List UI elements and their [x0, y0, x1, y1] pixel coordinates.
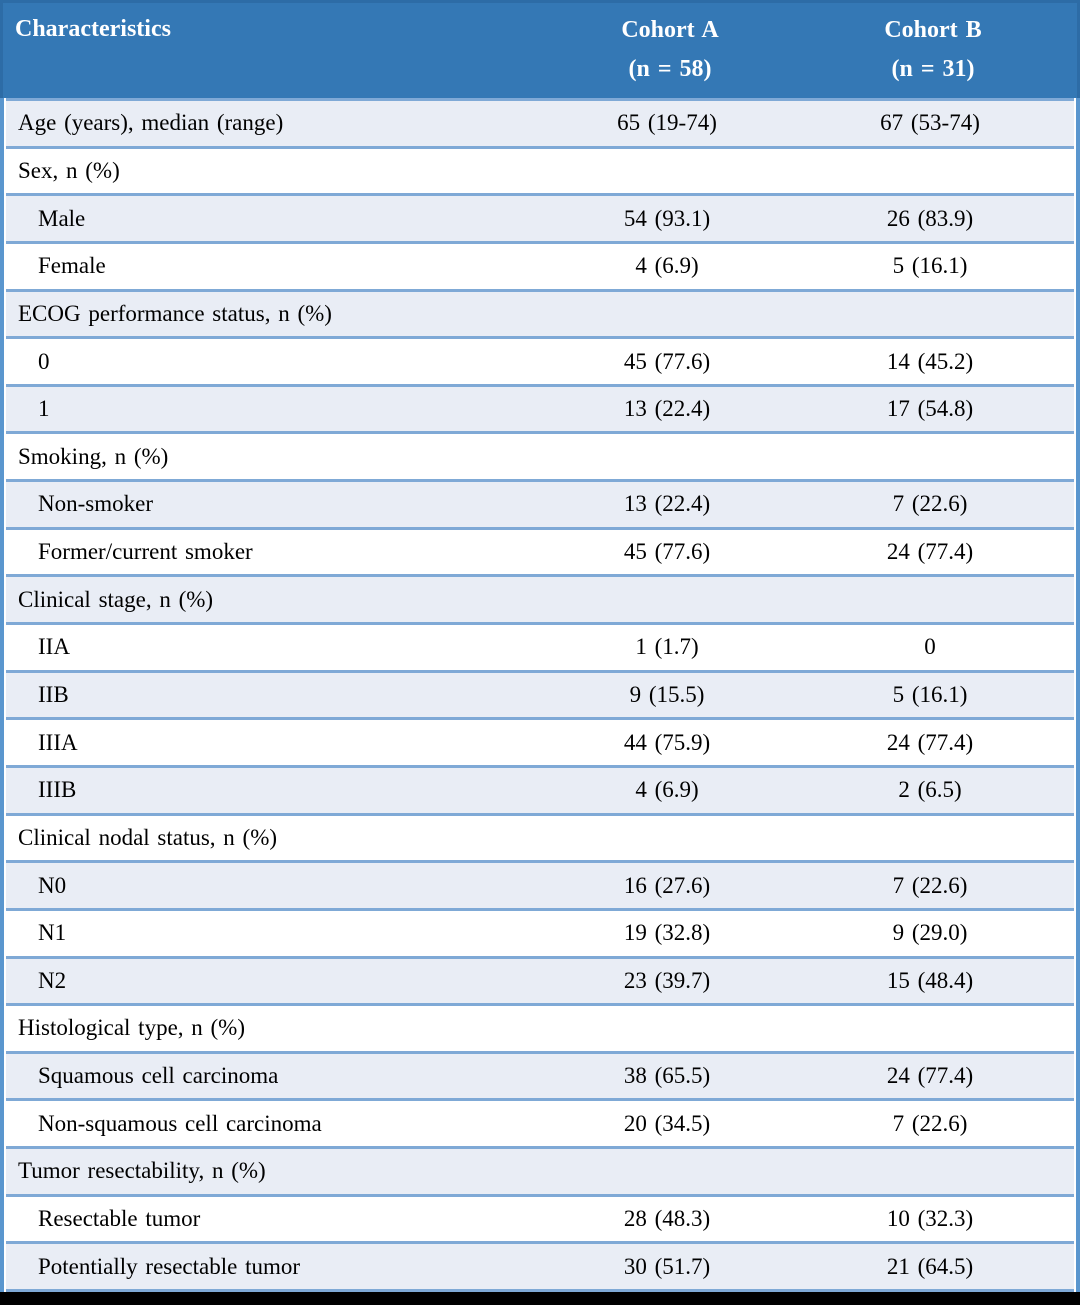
cohort-b-value: 17 (54.8) — [886, 396, 974, 422]
row-label: Non-squamous cell carcinoma — [38, 1110, 322, 1136]
row-label: N0 — [38, 872, 67, 898]
row-label: Resectable tumor — [38, 1206, 201, 1232]
row-label: Male — [38, 205, 86, 231]
row-label: N2 — [38, 967, 67, 993]
cohort-b-value: 2 (6.5) — [898, 777, 962, 803]
row-label: Smoking, n (%) — [18, 443, 169, 469]
row-label: Female — [38, 253, 106, 279]
table-row: Former/current smoker 45 (77.6) 24 (77.4… — [6, 529, 1074, 578]
row-label: Clinical nodal status, n (%) — [18, 824, 278, 850]
row-label: IIIB — [38, 777, 77, 803]
row-label: IIA — [38, 634, 70, 660]
table-row: Female 4 (6.9) 5 (16.1) — [6, 243, 1074, 292]
column-header-characteristics: Characteristics — [15, 16, 171, 42]
table-row: Smoking, n (%) — [6, 434, 1074, 483]
row-label: IIB — [38, 682, 69, 707]
row-label: 1 — [38, 396, 50, 422]
row-label: Non-smoker — [38, 491, 153, 517]
row-label: N1 — [38, 920, 67, 946]
cohort-a-value: 9 (15.5) — [629, 682, 705, 707]
table-row: Squamous cell carcinoma 38 (65.5) 24 (77… — [6, 1053, 1074, 1102]
table-row: IIIA 44 (75.9) 24 (77.4) — [6, 720, 1074, 768]
cohort-a-value: 28 (48.3) — [623, 1206, 711, 1232]
cohort-a-value: 19 (32.8) — [623, 920, 711, 946]
table-row: Potentially resectable tumor 30 (51.7) 2… — [6, 1244, 1074, 1293]
row-label: Squamous cell carcinoma — [38, 1063, 279, 1089]
cohort-a-value: 45 (77.6) — [623, 348, 711, 374]
table-row: Resectable tumor 28 (48.3) 10 (32.3) — [6, 1196, 1074, 1245]
cohort-a-value: 20 (34.5) — [623, 1110, 711, 1136]
table-row: Tumor resectability, n (%) — [6, 1149, 1074, 1197]
cohort-a-value: 44 (75.9) — [623, 729, 711, 755]
table-row: Histological type, n (%) — [6, 1006, 1074, 1054]
table-row: Clinical stage, n (%) — [6, 577, 1074, 626]
cohort-b-name: Cohort B — [884, 17, 982, 43]
cohort-a-value: 30 (51.7) — [623, 1253, 711, 1279]
table-row: Sex, n (%) — [6, 148, 1074, 197]
cohort-a-name: Cohort A — [621, 17, 719, 43]
cohort-a-value: 13 (22.4) — [623, 396, 711, 422]
table-row: IIIB 4 (6.9) 2 (6.5) — [6, 767, 1074, 816]
cohort-b-value: 15 (48.4) — [886, 967, 974, 993]
table-row: Non-squamous cell carcinoma 20 (34.5) 7 … — [6, 1101, 1074, 1150]
table-header-row: Characteristics Cohort A (n = 58) Cohort… — [0, 0, 1080, 98]
row-label: Former/current smoker — [38, 539, 253, 565]
cohort-b-value: 24 (77.4) — [886, 1063, 974, 1089]
cohort-a-value: 45 (77.6) — [623, 539, 711, 565]
cohort-b-value: 7 (22.6) — [892, 491, 968, 517]
cohort-b-value: 24 (77.4) — [886, 539, 974, 565]
column-header-cohort-b: Cohort B (n = 31) — [819, 3, 1077, 98]
cohort-a-value: 4 (6.9) — [635, 777, 699, 803]
table-row: 0 45 (77.6) 14 (45.2) — [6, 339, 1074, 387]
row-label: Age (years), median (range) — [18, 110, 284, 136]
cohort-b-value: 14 (45.2) — [886, 348, 974, 374]
cohort-b-value: 24 (77.4) — [886, 729, 974, 755]
cohort-b-value: 5 (16.1) — [892, 682, 968, 707]
table-row: 1 13 (22.4) 17 (54.8) — [6, 386, 1074, 435]
row-label: Tumor resectability, n (%) — [18, 1158, 266, 1184]
cohort-a-value: 16 (27.6) — [623, 872, 711, 898]
cohort-b-n: (n = 31) — [891, 56, 975, 82]
cohort-a-value: 4 (6.9) — [635, 253, 699, 279]
cohort-a-value: 13 (22.4) — [623, 491, 711, 517]
table-row: Clinical nodal status, n (%) — [6, 815, 1074, 864]
table-row: N2 23 (39.7) 15 (48.4) — [6, 958, 1074, 1007]
cohort-a-value: 65 (19-74) — [617, 110, 717, 136]
table-row: N1 19 (32.8) 9 (29.0) — [6, 910, 1074, 959]
cohort-a-value: 38 (65.5) — [623, 1063, 711, 1089]
table-row: Male 54 (93.1) 26 (83.9) — [6, 196, 1074, 244]
row-label: Potentially resectable tumor — [38, 1253, 301, 1279]
column-header-cohort-a: Cohort A (n = 58) — [521, 3, 819, 98]
row-label: Histological type, n (%) — [18, 1015, 246, 1041]
cohort-a-value: 1 (1.7) — [635, 634, 699, 660]
table-row: ECOG performance status, n (%) — [6, 291, 1074, 340]
table-row: Age (years), median (range) 65 (19-74) 6… — [6, 98, 1074, 149]
cohort-b-value: 21 (64.5) — [886, 1253, 974, 1279]
cohort-b-value: 67 (53-74) — [880, 110, 980, 136]
cohort-a-value: 23 (39.7) — [623, 967, 711, 993]
table-row: Non-smoker 13 (22.4) 7 (22.6) — [6, 482, 1074, 530]
cohort-b-value: 10 (32.3) — [886, 1206, 974, 1232]
row-label: IIIA — [38, 729, 78, 755]
row-label: Sex, n (%) — [18, 157, 120, 183]
cohort-a-n: (n = 58) — [628, 56, 712, 82]
table-row: IIA 1 (1.7) 0 — [6, 625, 1074, 673]
row-label: 0 — [38, 348, 50, 374]
cohort-a-value: 54 (93.1) — [623, 205, 711, 231]
table-row: IIB 9 (15.5) 5 (16.1) — [6, 672, 1074, 721]
table-body: Age (years), median (range) 65 (19-74) 6… — [0, 98, 1080, 1293]
cohort-b-value: 7 (22.6) — [892, 1110, 968, 1136]
bottom-bar — [0, 1292, 1080, 1305]
cohort-b-value: 9 (29.0) — [892, 920, 968, 946]
row-label: ECOG performance status, n (%) — [18, 300, 332, 326]
table-row: N0 16 (27.6) 7 (22.6) — [6, 863, 1074, 911]
cohort-b-value: 7 (22.6) — [892, 872, 968, 898]
cohort-b-value: 0 — [924, 634, 936, 660]
cohort-b-value: 26 (83.9) — [886, 205, 974, 231]
row-label: Clinical stage, n (%) — [18, 586, 214, 612]
cohort-b-value: 5 (16.1) — [892, 253, 968, 279]
